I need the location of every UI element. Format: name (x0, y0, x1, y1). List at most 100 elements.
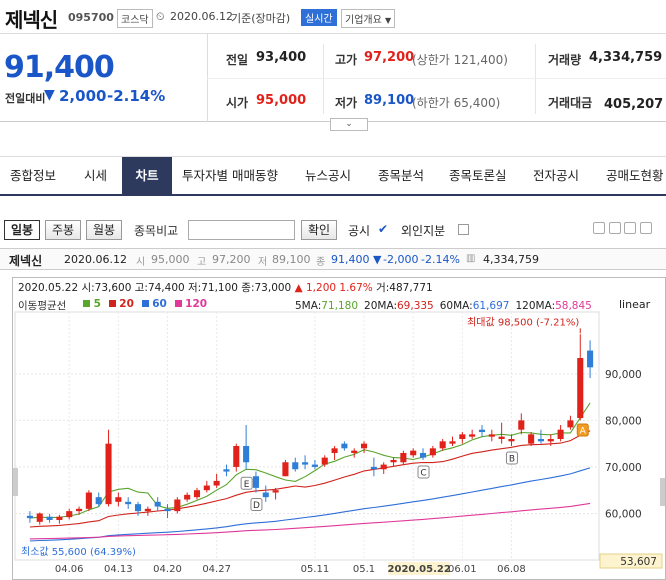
tab-chart[interactable]: 차트 (122, 157, 172, 195)
event-marker (240, 476, 253, 490)
amount-label: 거래대금 (548, 96, 593, 110)
left-scroll-handle (13, 468, 18, 496)
candle-body (243, 445, 250, 463)
tab-discussion[interactable]: 종목토론실 (449, 168, 507, 183)
candle-body (46, 516, 53, 520)
event-marker-label: A (580, 427, 587, 437)
low-label: 저가 (335, 96, 358, 110)
candle-body (567, 420, 574, 428)
compare-input[interactable] (188, 220, 295, 240)
ma120-label: 120MA: (515, 300, 556, 312)
candle-body (488, 434, 495, 437)
clock-icon: ⏲ (156, 10, 165, 23)
candle-body (370, 466, 377, 470)
candle-body (213, 480, 220, 486)
ma5-value: 71,180 (321, 300, 359, 312)
change-value: 2,000 (59, 87, 107, 105)
candle-body (184, 494, 191, 500)
tab-summary[interactable]: 종합정보 (10, 168, 57, 183)
tab-short-selling[interactable]: 공매도현황 (606, 168, 664, 183)
candle-body (252, 476, 259, 488)
ma60-value: 61,697 (472, 300, 510, 312)
detail-date: 2020.05.22 (18, 282, 79, 294)
candle-body (66, 511, 73, 518)
divider (535, 44, 536, 114)
candle-body (380, 464, 387, 470)
tab-analysis[interactable]: 종목분석 (378, 168, 425, 183)
weekly-button[interactable]: 주봉 (45, 220, 81, 240)
ma120-toggle[interactable]: 120 (185, 298, 208, 310)
candlestick-chart: 90,000 80,000 70,000 60,000 04.06 04.13 04.20 0… (13, 311, 665, 575)
low-limit: (하한가 65,400) (412, 96, 501, 110)
candle-body (439, 441, 446, 449)
down-triangle-icon: ▼ (44, 87, 55, 103)
expand-toggle[interactable]: ⌄ (330, 118, 368, 131)
event-marker-label: B (509, 454, 515, 464)
price-tag-label: 53,607 (620, 556, 657, 568)
company-info-dropdown[interactable]: 기업개요 ▼ (341, 9, 396, 28)
ma20-line (29, 430, 591, 528)
x-tick-label: 06.08 (497, 564, 526, 575)
event-marker-label: C (420, 468, 426, 478)
detail-change: ▲ 1,200 1.67% (294, 282, 373, 294)
candle-body (76, 508, 83, 512)
x-tick-label: 04.20 (153, 564, 182, 575)
confirm-button[interactable]: 확인 (301, 220, 337, 240)
scale-type[interactable]: linear (619, 298, 651, 311)
candle-body (174, 499, 181, 512)
tab-market-price[interactable]: 시세 (84, 168, 108, 183)
ma5-swatch (83, 300, 90, 307)
info-high: 97,200 (212, 253, 251, 266)
realtime-button[interactable]: 실시간 (301, 9, 337, 26)
candle-body (537, 439, 544, 442)
candle-body (292, 462, 299, 470)
candle-body (429, 448, 436, 456)
print-icon[interactable] (639, 222, 652, 234)
tab-news[interactable]: 뉴스공시 (305, 168, 352, 183)
chart-container[interactable]: 2020.05.22 시:73,600 고:74,400 저:71,100 종:… (12, 277, 666, 580)
candle-body (469, 434, 476, 437)
candle-body (498, 436, 505, 439)
volume-icon: ▥ (466, 253, 476, 264)
ma20-swatch (108, 300, 116, 307)
ma60-toggle[interactable]: 60 (152, 298, 167, 310)
stock-code: 095700 (68, 11, 114, 24)
monthly-button[interactable]: 월봉 (86, 220, 122, 240)
ma60-swatch (141, 300, 149, 307)
event-marker (505, 451, 518, 465)
ma20-toggle[interactable]: 20 (119, 298, 134, 310)
disclosure-checkbox[interactable]: ✔ (378, 222, 389, 236)
bulb-icon[interactable] (593, 222, 605, 234)
candle-body (341, 443, 348, 449)
info-pct: -2.14% (421, 253, 460, 266)
divider (323, 44, 324, 114)
candle-body (311, 464, 318, 467)
cursor-icon[interactable] (624, 222, 636, 234)
x-tick-label: 04.13 (104, 564, 133, 575)
y-tick-label: 70,000 (605, 462, 642, 474)
candle-body (518, 420, 525, 430)
tab-investor-trend[interactable]: 투자자별 매매동향 (182, 168, 278, 183)
foreign-checkbox[interactable] (458, 224, 469, 235)
candle-body (478, 429, 486, 433)
candle-body (125, 501, 132, 505)
chevron-down-icon: ⌄ (345, 119, 353, 129)
pen-icon[interactable] (608, 222, 621, 234)
y-tick-label: 80,000 (605, 415, 642, 427)
quote-date: 2020.06.12 (170, 10, 233, 23)
tab-disclosure[interactable]: 전자공시 (533, 168, 580, 183)
high-value: 97,200 (364, 50, 415, 65)
candle-body (547, 439, 554, 442)
current-price: 91,400 (4, 50, 115, 85)
amount-value: 405,207 백 (604, 97, 666, 112)
ma20-label: 20MA: (364, 300, 397, 312)
event-marker-label: D (253, 501, 260, 511)
low-value: 89,100 (364, 93, 415, 108)
daily-button[interactable]: 일봉 (4, 220, 40, 240)
candle-body (449, 441, 456, 444)
candle-body (321, 457, 328, 465)
high-label: 고가 (335, 53, 358, 67)
min-value-label: 최소값 55,600 (64.39%) (21, 546, 136, 558)
right-scroll-handle (660, 478, 665, 506)
ma5-toggle[interactable]: 5 (93, 298, 101, 310)
